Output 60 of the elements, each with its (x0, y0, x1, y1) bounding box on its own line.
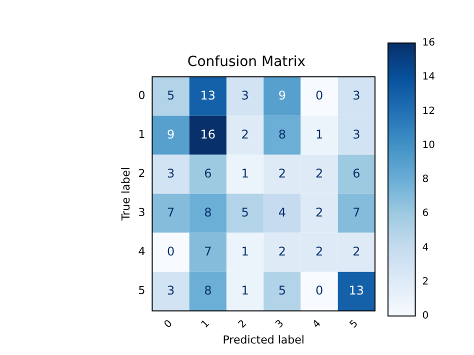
data-label: 5 (278, 283, 286, 298)
data-label: 5 (166, 88, 175, 102)
x-tick-label: 4 (310, 318, 324, 331)
data-label: 8 (204, 205, 212, 220)
x-axis-title: Predicted label (222, 333, 304, 346)
color-bar-label: 14 (422, 72, 436, 83)
x-tick-label: 3 (274, 318, 286, 331)
data-label: 3 (166, 283, 175, 298)
data-label: 4 (278, 205, 286, 220)
color-bar-label: 16 (422, 38, 436, 49)
data-label: 9 (166, 127, 175, 142)
data-label: 2 (315, 244, 324, 258)
data-label: 5 (241, 205, 249, 220)
y-tick-label: 4 (138, 245, 146, 258)
y-tick-label: 0 (138, 89, 146, 102)
data-label: 13 (200, 88, 216, 102)
data-label: 8 (204, 283, 212, 298)
data-label: 2 (352, 244, 360, 258)
color-bar-label: 6 (422, 208, 429, 220)
data-label: 0 (315, 88, 324, 102)
data-label: 1 (241, 283, 249, 298)
color-bar-label: 12 (422, 106, 436, 117)
data-label: 16 (200, 127, 216, 142)
data-label: 8 (278, 127, 286, 142)
data-label: 3 (241, 88, 249, 102)
color-bar-label: 8 (422, 174, 429, 186)
data-label: 2 (315, 166, 324, 180)
y-tick-label: 2 (138, 167, 146, 180)
data-label: 9 (278, 88, 286, 102)
data-label: 13 (348, 283, 364, 298)
data-label: 0 (315, 283, 324, 298)
data-label: 3 (352, 88, 360, 102)
data-label: 6 (352, 166, 360, 180)
color-bar-label: 0 (422, 310, 429, 322)
y-axis-title: True label (119, 167, 132, 222)
data-label: 3 (166, 166, 175, 180)
data-label: 1 (315, 127, 324, 142)
x-tick-label: 1 (200, 318, 212, 331)
data-label: 2 (278, 244, 286, 258)
x-tick-label: 0 (162, 318, 175, 331)
data-label: 7 (204, 244, 212, 258)
x-tick-label: 2 (236, 318, 249, 331)
data-label: 7 (352, 205, 360, 220)
data-label: 2 (241, 127, 249, 142)
color-bar-label: 4 (422, 242, 429, 254)
y-tick-label: 3 (138, 206, 146, 220)
color-bar-label: 10 (422, 140, 436, 151)
data-label: 3 (352, 127, 360, 142)
data-label: 2 (315, 205, 324, 220)
y-tick-label: 5 (138, 284, 146, 298)
y-tick-label: 1 (138, 128, 146, 142)
data-label: 1 (241, 244, 249, 258)
data-label: 0 (166, 244, 175, 258)
data-label: 6 (204, 166, 212, 180)
x-tick-label: 5 (348, 318, 360, 331)
data-label: 1 (241, 166, 249, 180)
data-label: 2 (278, 166, 286, 180)
chart-title: Confusion Matrix (187, 54, 306, 70)
color-bar-label: 2 (422, 276, 429, 288)
data-label: 7 (166, 205, 175, 220)
